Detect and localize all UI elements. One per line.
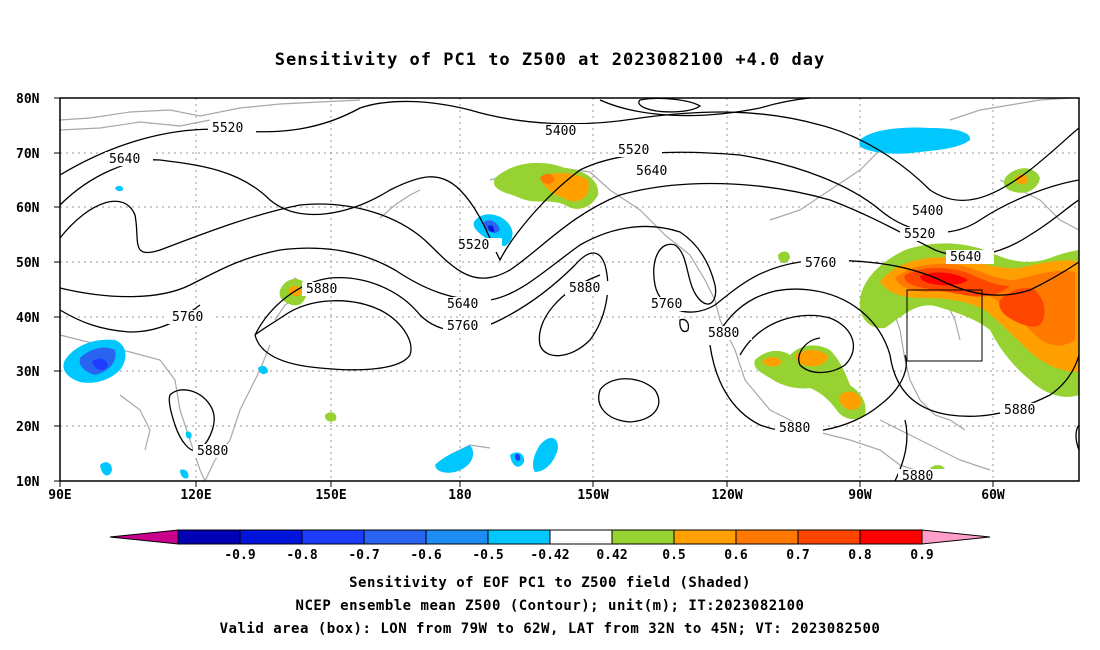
- lat-label: 30N: [16, 365, 40, 380]
- contour-label: 5640: [950, 250, 981, 265]
- lat-label: 40N: [16, 311, 40, 326]
- contour-label: 5640: [447, 297, 478, 312]
- colorbar-label: -0.42: [530, 548, 569, 563]
- lon-label: 90W: [848, 488, 872, 503]
- colorbar-segment: [735, 529, 799, 545]
- footer-line-2: NCEP ensemble mean Z500 (Contour); unit(…: [295, 598, 805, 614]
- colorbar-label: 0.5: [662, 548, 685, 563]
- colorbar-label: -0.6: [410, 548, 441, 563]
- contour-label: 5760: [651, 297, 682, 312]
- colorbar-label: -0.5: [472, 548, 503, 563]
- contour-label: 5880: [1004, 403, 1035, 418]
- colorbar-segment: [611, 529, 675, 545]
- lon-label: 60W: [981, 488, 1005, 503]
- lon-label: 150E: [315, 488, 346, 503]
- axis-ticks: [54, 97, 994, 487]
- footer-line-3: Valid area (box): LON from 79W to 62W, L…: [219, 621, 881, 637]
- colorbar-segment: [363, 529, 427, 545]
- contour-label: 5520: [458, 238, 489, 253]
- colorbar-segment: [425, 529, 489, 545]
- colorbar-segment: [487, 529, 551, 545]
- colorbar-segment: [859, 529, 923, 545]
- footer-line-1: Sensitivity of EOF PC1 to Z500 field (Sh…: [349, 575, 751, 591]
- contour-label: 5880: [197, 444, 228, 459]
- colorbar-segment: [301, 529, 365, 545]
- colorbar-label: 0.7: [786, 548, 809, 563]
- contour-label: 5760: [805, 256, 836, 271]
- contour-label: 5760: [172, 310, 203, 325]
- contour-label: 5520: [904, 227, 935, 242]
- z500-contours: [59, 97, 1080, 482]
- contour-label: 5400: [912, 204, 943, 219]
- colorbar-segment: [673, 529, 737, 545]
- map-title: Sensitivity of PC1 to Z500 at 2023082100…: [274, 50, 826, 70]
- contour-label: 5760: [447, 319, 478, 334]
- contour-label: 5520: [618, 143, 649, 158]
- colorbar-label: -0.7: [348, 548, 379, 563]
- plot-frame: [59, 97, 1080, 482]
- lat-label: 60N: [16, 201, 40, 216]
- valid-area-box: [906, 289, 983, 362]
- shaded-negative-regions: [63, 127, 971, 479]
- colorbar-label: 0.9: [910, 548, 933, 563]
- colorbar-label: -0.9: [224, 548, 255, 563]
- contour-label: 5880: [779, 421, 810, 436]
- colorbar-segment: [177, 529, 241, 545]
- colorbar-segment: [797, 529, 861, 545]
- colorbar-label: 0.6: [724, 548, 748, 563]
- contour-label: 5520: [212, 121, 243, 136]
- colorbar: -0.9 -0.8 -0.7 -0.6 -0.5 -0.42 0.42 0.5 0.6 0.7 0.…: [109, 529, 991, 563]
- lon-label: 120E: [180, 488, 211, 503]
- contour-label: 5880: [708, 326, 739, 341]
- shaded-positive-regions: [279, 162, 1079, 472]
- lat-label: 20N: [16, 420, 40, 435]
- colorbar-label: 0.8: [848, 548, 872, 563]
- colorbar-end-low: [109, 529, 179, 545]
- lat-label: 80N: [16, 92, 40, 107]
- longitude-labels: 90E 120E 150E 180 150W 120W 90W 60W: [48, 488, 1005, 503]
- contour-label: 5880: [306, 282, 337, 297]
- lat-label: 10N: [16, 475, 40, 490]
- colorbar-segment: [549, 529, 613, 545]
- lat-label: 70N: [16, 147, 40, 162]
- contour-label: 5880: [569, 281, 600, 296]
- colorbar-label: -0.8: [286, 548, 317, 563]
- colorbar-segment: [239, 529, 303, 545]
- lat-label: 50N: [16, 256, 40, 271]
- contour-label: 5640: [109, 152, 140, 167]
- contour-label: 5400: [545, 124, 576, 139]
- lon-label: 120W: [711, 488, 742, 503]
- colorbar-end-high: [921, 529, 991, 545]
- contour-label: 5640: [636, 164, 667, 179]
- lon-label: 180: [448, 488, 472, 503]
- colorbar-label: 0.42: [596, 548, 627, 563]
- latitude-labels: 80N 70N 60N 50N 40N 30N 20N 10N: [16, 92, 40, 490]
- lon-label: 150W: [577, 488, 608, 503]
- lon-label: 90E: [48, 488, 71, 503]
- contour-labels: 5520 5400 5640 5520 5640 5520 5880 5760 …: [105, 121, 1048, 484]
